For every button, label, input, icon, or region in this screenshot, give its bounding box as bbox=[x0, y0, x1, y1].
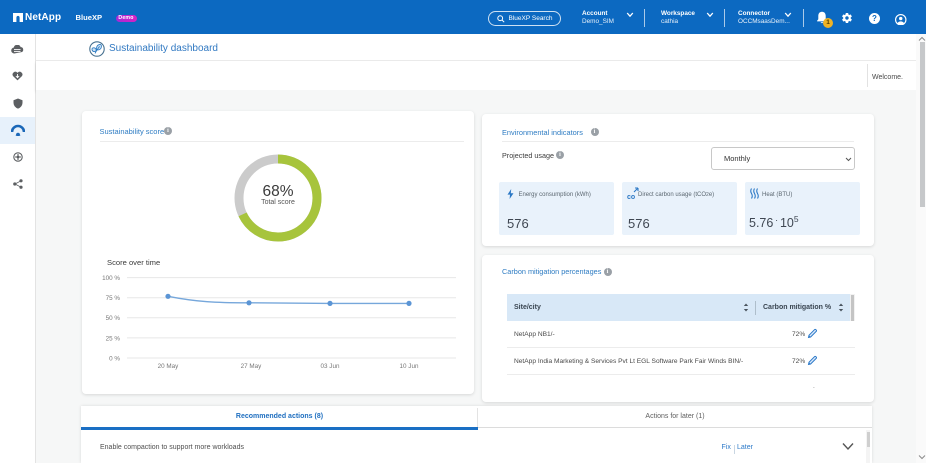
svg-text:100 %: 100 % bbox=[102, 275, 120, 282]
svg-text:10 Jun: 10 Jun bbox=[400, 363, 419, 370]
svg-text:20 May: 20 May bbox=[158, 363, 180, 370]
svg-text:co: co bbox=[627, 194, 635, 200]
svg-text:0 %: 0 % bbox=[109, 355, 120, 362]
svg-text:25 %: 25 % bbox=[106, 335, 121, 342]
svg-text:27 May: 27 May bbox=[241, 363, 263, 370]
svg-text:50 %: 50 % bbox=[106, 315, 121, 322]
svg-text:03 Jun: 03 Jun bbox=[321, 363, 340, 370]
svg-text:75 %: 75 % bbox=[106, 295, 121, 302]
